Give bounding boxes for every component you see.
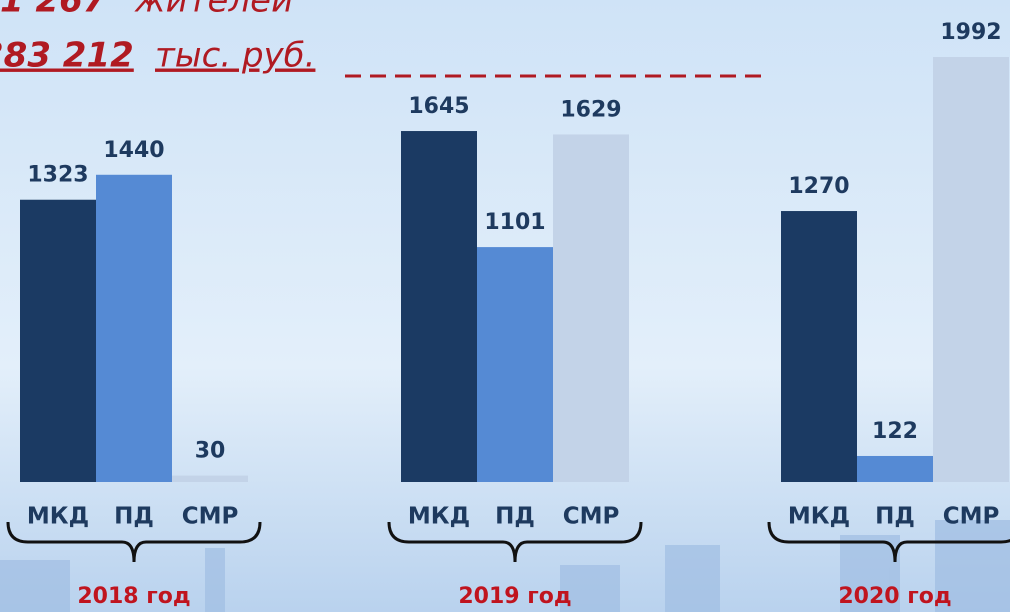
category-label: ПД [875, 504, 915, 530]
bar [781, 211, 857, 482]
category-label: СМР [563, 504, 620, 530]
category-label: СМР [182, 504, 239, 530]
bar [96, 174, 172, 482]
year-label: 2018 год [77, 584, 190, 609]
year-label: 2020 год [838, 584, 951, 609]
category-label: МКД [788, 504, 850, 530]
bar [477, 247, 553, 482]
bar [553, 134, 629, 482]
city-silhouette [0, 520, 1010, 612]
value-label: 1645 [408, 94, 469, 119]
residents-number: 1 267 [0, 0, 107, 21]
bar [857, 455, 933, 482]
category-label: МКД [408, 504, 470, 530]
amount-unit: тыс. руб. [155, 36, 315, 76]
amount: 383 212 [0, 36, 134, 76]
year-label: 2019 год [458, 584, 571, 609]
value-label: 1992 [940, 20, 1001, 45]
value-label: 30 [195, 439, 226, 464]
category-label: МКД [27, 504, 89, 530]
category-label: ПД [114, 504, 154, 530]
value-label: 1270 [788, 174, 849, 199]
value-label: 1101 [484, 210, 545, 235]
category-label: ПД [495, 504, 535, 530]
value-label: 1629 [560, 97, 621, 122]
category-label: СМР [943, 504, 1000, 530]
brace [6, 521, 262, 563]
bar [172, 475, 248, 482]
bar [20, 199, 96, 482]
value-label: 122 [872, 419, 918, 444]
bar [933, 57, 1009, 482]
value-label: 1323 [27, 163, 88, 188]
brace [387, 521, 643, 563]
value-label: 1440 [103, 138, 164, 163]
bar [401, 131, 477, 482]
residents-label: жителей [134, 0, 293, 21]
